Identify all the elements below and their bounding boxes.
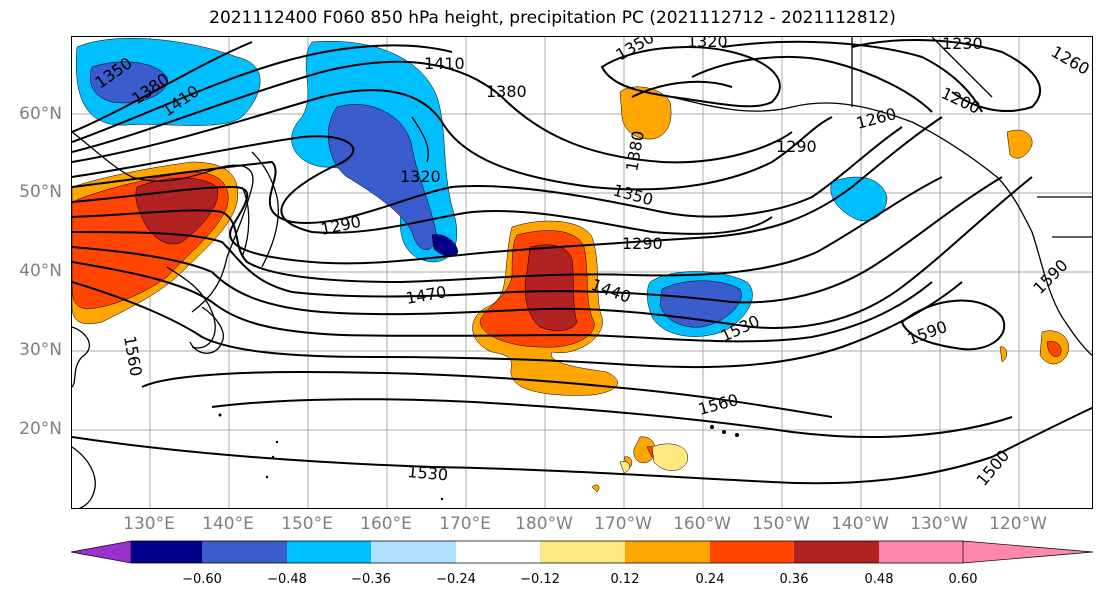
colorbar-tick-label: 0.12 <box>610 572 640 587</box>
lon-label-160w: 160°W <box>673 514 731 534</box>
contour-label: 1230 <box>942 37 983 53</box>
colorbar-tick-label: −0.24 <box>436 572 476 587</box>
lat-label-50n: 50°N <box>19 182 62 202</box>
colorbar-tick-label: −0.48 <box>267 572 307 587</box>
contour-label: 1410 <box>424 54 465 73</box>
contour-label: 1500 <box>973 446 1014 489</box>
contour-label: 1590 <box>905 317 950 349</box>
contour-label: 1560 <box>120 334 146 377</box>
lon-label-150w: 150°W <box>752 514 810 534</box>
contour-label: 1530 <box>407 462 449 484</box>
lon-label-140w: 140°W <box>831 514 889 534</box>
lon-label-120w: 120°W <box>989 514 1047 534</box>
lon-label-150e: 150°E <box>281 514 333 534</box>
colorbar-tick-label: 0.36 <box>779 572 809 587</box>
lat-label-20n: 20°N <box>19 419 62 439</box>
colorbar-tick-label: −0.60 <box>182 572 222 587</box>
height-contours <box>72 39 1092 485</box>
colorbar-tick-label: 0.60 <box>948 572 978 587</box>
islands <box>218 413 739 501</box>
colorbar-bin <box>879 541 963 563</box>
chart-title: 2021112400 F060 850 hPa height, precipit… <box>209 8 896 28</box>
map-svg: 1350 1380 1410 1410 1380 1350 1320 1230 … <box>72 37 1093 508</box>
lon-label-130e: 130°E <box>123 514 175 534</box>
colorbar-bin <box>371 541 456 563</box>
contour-label: 1290 <box>319 212 363 239</box>
colorbar-bin <box>202 541 287 563</box>
lon-label-170w: 170°W <box>594 514 652 534</box>
lon-label-160e: 160°E <box>360 514 412 534</box>
lat-label-60n: 60°N <box>19 104 62 124</box>
colorbar-bin <box>287 541 371 563</box>
contour-label: 1200 <box>938 83 983 117</box>
lat-label-30n: 30°N <box>19 340 62 360</box>
lon-label-180w: 180°W <box>515 514 573 534</box>
colorbar-bin <box>794 541 879 563</box>
map-panel: 1350 1380 1410 1410 1380 1350 1320 1230 … <box>71 36 1093 509</box>
coastlines <box>72 37 1092 508</box>
contour-label: 1260 <box>1048 42 1093 79</box>
contour-label: 1380 <box>622 129 648 172</box>
colorbar <box>70 540 1094 564</box>
lon-label-140e: 140°E <box>202 514 254 534</box>
lon-label-130w: 130°W <box>910 514 968 534</box>
colorbar-bin <box>710 541 794 563</box>
colorbar-bin <box>625 541 710 563</box>
negative-anomaly-fills <box>76 38 888 337</box>
contour-label: 1380 <box>486 82 527 101</box>
colorbar-bin <box>540 541 625 563</box>
lon-label-170e: 170°E <box>439 514 491 534</box>
colorbar-extend-high <box>962 540 1094 564</box>
colorbar-extend-low <box>70 540 132 564</box>
contour-label: 1320 <box>400 167 441 186</box>
colorbar-tick-label: 0.48 <box>864 572 894 587</box>
colorbar-tick-label: −0.12 <box>520 572 560 587</box>
colorbar-bin <box>131 541 202 563</box>
colorbar-bin <box>456 541 540 563</box>
contour-label: 1290 <box>622 234 663 253</box>
colorbar-tick-label: 0.24 <box>695 572 725 587</box>
contour-label: 1320 <box>687 37 728 51</box>
contour-label: 1290 <box>776 137 817 156</box>
positive-anomaly-fills <box>72 86 1069 493</box>
contour-label: 1470 <box>404 282 447 308</box>
lat-label-40n: 40°N <box>19 261 62 281</box>
colorbar-tick-label: −0.36 <box>351 572 391 587</box>
